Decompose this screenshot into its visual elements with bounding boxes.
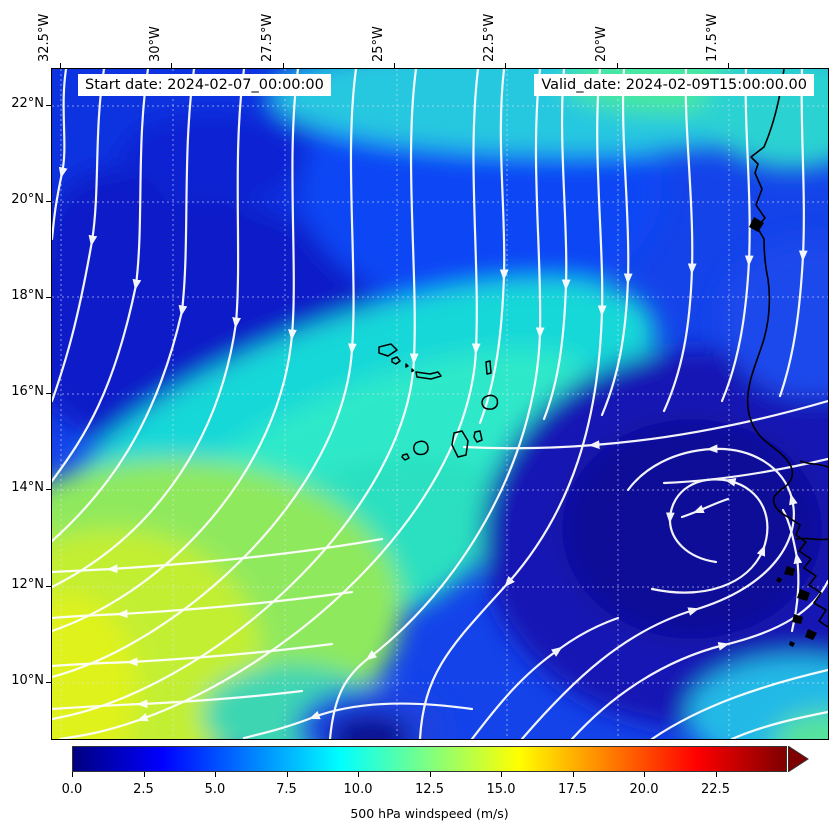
lat-tick-mark	[46, 297, 51, 299]
lon-tick-label: 25°W	[371, 26, 386, 62]
lat-tick-mark	[46, 201, 51, 203]
lat-tick-label: 22°N	[11, 96, 44, 111]
colorbar-tick-mark	[215, 772, 217, 777]
colorbar-tick-label: 5.0	[204, 782, 226, 797]
colorbar-label: 500 hPa windspeed (m/s)	[350, 806, 509, 821]
lon-tick-label: 20°W	[594, 26, 609, 62]
windspeed-streamline-map	[52, 69, 828, 739]
lon-tick-label: 27.5°W	[260, 13, 275, 62]
coast-islets	[749, 217, 817, 647]
colorbar-tick-label: 20.0	[629, 782, 659, 797]
streamlines	[52, 69, 828, 739]
map-panel[interactable]: Start date: 2024-02-07_00:00:00 Valid_da…	[51, 68, 829, 740]
colorbar	[72, 746, 787, 772]
start-date-annotation: Start date: 2024-02-07_00:00:00	[78, 74, 331, 96]
colorbar-extend-arrow	[788, 746, 809, 772]
lon-tick-mark	[505, 63, 507, 68]
colorbar-tick-mark	[715, 772, 717, 777]
colorbar-tick-mark	[358, 772, 360, 777]
lat-tick-label: 18°N	[11, 288, 44, 303]
lat-tick-label: 20°N	[11, 192, 44, 207]
lon-tick-mark	[617, 63, 619, 68]
colorbar-tick-label: 0.0	[61, 782, 83, 797]
cape-verde-islands	[378, 343, 499, 461]
colorbar-tick-mark	[286, 772, 288, 777]
lat-tick-label: 16°N	[11, 384, 44, 399]
lon-tick-mark	[283, 63, 285, 68]
lat-tick-mark	[46, 489, 51, 491]
colorbar-tick-mark	[143, 772, 145, 777]
coastline	[746, 69, 828, 628]
lat-tick-label: 14°N	[11, 480, 44, 495]
colorbar-tick-mark	[501, 772, 503, 777]
colorbar-tick-label: 17.5	[558, 782, 587, 797]
lat-tick-label: 10°N	[11, 673, 44, 688]
lon-tick-mark	[60, 63, 62, 68]
lat-tick-mark	[46, 682, 51, 684]
valid-date-annotation: Valid_date: 2024-02-09T15:00:00.00	[534, 74, 814, 96]
colorbar-tick-label: 15.0	[486, 782, 516, 797]
lat-tick-mark	[46, 105, 51, 107]
colorbar-tick-label: 2.5	[133, 782, 154, 797]
lon-tick-label: 30°W	[148, 26, 163, 62]
colorbar-tick-label: 22.5	[701, 782, 730, 797]
colorbar-tick-label: 7.5	[276, 782, 297, 797]
lon-tick-label: 17.5°W	[705, 13, 720, 62]
colorbar-tick-mark	[72, 772, 74, 777]
lon-tick-mark	[728, 63, 730, 68]
colorbar-tick-label: 12.5	[415, 782, 444, 797]
lon-tick-label: 22.5°W	[482, 13, 497, 62]
lat-tick-mark	[46, 393, 51, 395]
lat-tick-label: 12°N	[11, 577, 44, 592]
lon-tick-mark	[171, 63, 173, 68]
lat-tick-mark	[46, 586, 51, 588]
lon-tick-label: 32.5°W	[37, 13, 52, 62]
lon-tick-mark	[394, 63, 396, 68]
colorbar-tick-mark	[572, 772, 574, 777]
colorbar-tick-label: 10.0	[343, 782, 373, 797]
colorbar-tick-mark	[644, 772, 646, 777]
colorbar-tick-mark	[429, 772, 431, 777]
